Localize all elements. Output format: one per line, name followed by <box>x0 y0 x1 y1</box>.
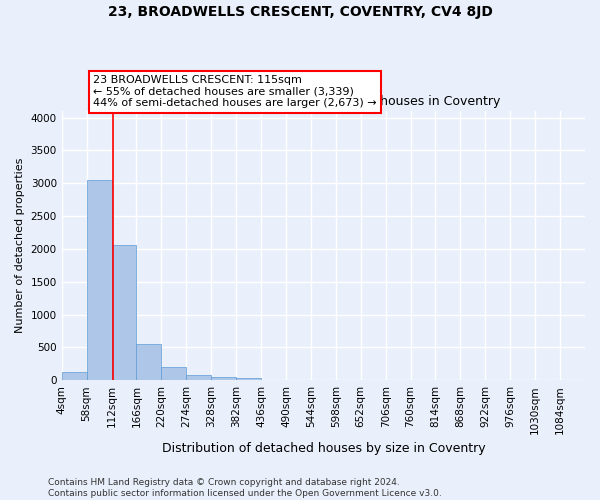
Bar <box>136 344 161 380</box>
Bar <box>161 367 186 380</box>
Text: 23, BROADWELLS CRESCENT, COVENTRY, CV4 8JD: 23, BROADWELLS CRESCENT, COVENTRY, CV4 8… <box>107 5 493 19</box>
Title: Size of property relative to detached houses in Coventry: Size of property relative to detached ho… <box>146 96 500 108</box>
Text: Contains HM Land Registry data © Crown copyright and database right 2024.
Contai: Contains HM Land Registry data © Crown c… <box>48 478 442 498</box>
Bar <box>62 372 86 380</box>
Bar <box>112 245 136 380</box>
Bar <box>211 376 236 380</box>
X-axis label: Distribution of detached houses by size in Coventry: Distribution of detached houses by size … <box>161 442 485 455</box>
Bar <box>186 376 211 380</box>
Y-axis label: Number of detached properties: Number of detached properties <box>15 158 25 334</box>
Text: 23 BROADWELLS CRESCENT: 115sqm
← 55% of detached houses are smaller (3,339)
44% : 23 BROADWELLS CRESCENT: 115sqm ← 55% of … <box>93 75 377 108</box>
Bar <box>86 180 112 380</box>
Bar <box>236 378 261 380</box>
